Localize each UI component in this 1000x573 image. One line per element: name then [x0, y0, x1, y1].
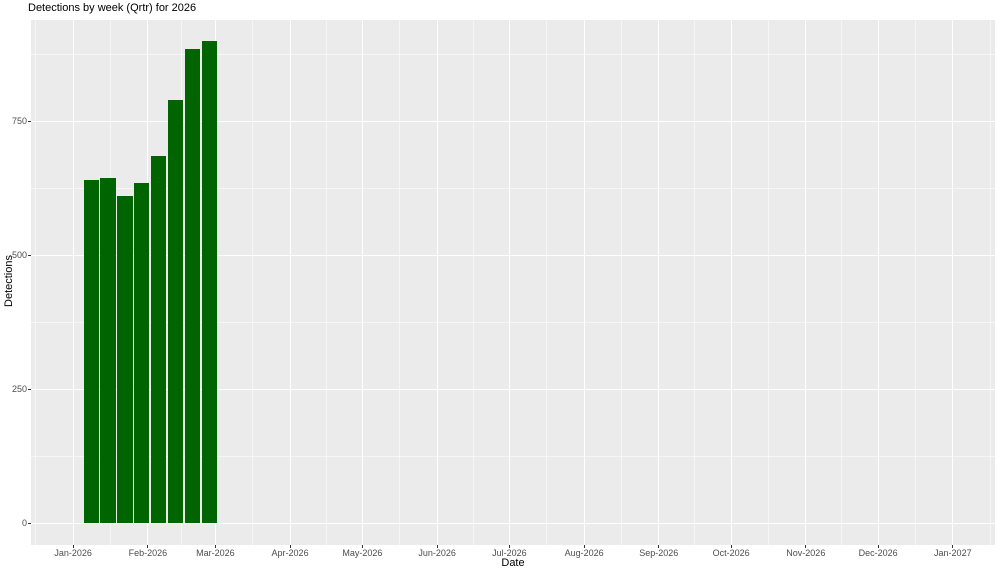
- x-tick-label: Jun-2026: [418, 548, 456, 558]
- major-gridline-x: [289, 20, 291, 545]
- x-tick-label: Mar-2026: [196, 548, 235, 558]
- bar-week-2026-02-23: [201, 40, 217, 524]
- x-tick-label: Apr-2026: [271, 548, 309, 558]
- minor-gridline-x: [399, 20, 401, 545]
- major-gridline-y: [31, 120, 995, 122]
- y-tick-label: 500: [11, 250, 27, 261]
- x-tick-label: Sep-2026: [639, 548, 679, 558]
- minor-gridline-x: [35, 20, 37, 545]
- x-tick-mark: [214, 545, 216, 548]
- y-tick-mark: [28, 388, 31, 390]
- x-tick-mark: [147, 545, 149, 548]
- x-tick-mark: [877, 545, 879, 548]
- minor-gridline-x: [325, 20, 327, 545]
- x-tick-mark: [952, 545, 954, 548]
- y-tick-mark: [28, 120, 31, 122]
- minor-gridline-x: [252, 20, 254, 545]
- x-tick-mark: [436, 545, 438, 548]
- minor-gridline-x: [989, 20, 991, 545]
- x-tick-mark: [361, 545, 363, 548]
- minor-gridline-x: [472, 20, 474, 545]
- x-tick-mark: [658, 545, 660, 548]
- major-gridline-x: [436, 20, 438, 545]
- minor-gridline-x: [767, 20, 769, 545]
- major-gridline-x: [805, 20, 807, 545]
- major-gridline-x: [730, 20, 732, 545]
- minor-gridline-x: [546, 20, 548, 545]
- major-gridline-x: [361, 20, 363, 545]
- x-tick-label: Jan-2027: [934, 548, 972, 558]
- minor-gridline-x: [694, 20, 696, 545]
- x-tick-mark: [72, 545, 74, 548]
- x-tick-label: Dec-2026: [858, 548, 898, 558]
- x-axis-title: Date: [501, 557, 525, 569]
- x-tick-mark: [289, 545, 291, 548]
- major-gridline-y: [31, 522, 995, 524]
- x-tick-mark: [583, 545, 585, 548]
- y-tick-mark: [28, 522, 31, 524]
- minor-gridline-y: [31, 321, 995, 323]
- x-tick-label: May-2026: [342, 548, 383, 558]
- x-tick-label: Jan-2026: [54, 548, 92, 558]
- major-gridline-y: [31, 388, 995, 390]
- y-tick-label: 750: [11, 116, 27, 127]
- y-axis-title: Detections: [3, 255, 15, 307]
- x-tick-mark: [730, 545, 732, 548]
- major-gridline-x: [952, 20, 954, 545]
- bar-week-2026-02-16: [184, 48, 201, 524]
- minor-gridline-y: [31, 53, 995, 55]
- y-tick-label: 250: [11, 384, 27, 395]
- chart-title: Detections by week (Qrtr) for 2026: [28, 2, 197, 14]
- major-gridline-x: [583, 20, 585, 545]
- bar-week-2026-01-19: [117, 196, 133, 524]
- y-tick-label: 0: [21, 518, 27, 529]
- bar-week-2026-01-26: [134, 182, 150, 524]
- bar-week-2026-01-12: [100, 177, 116, 524]
- major-gridline-x: [508, 20, 510, 545]
- major-gridline-x: [877, 20, 879, 545]
- minor-gridline-x: [620, 20, 622, 545]
- x-tick-label: Jul-2026: [492, 548, 527, 558]
- major-gridline-x: [72, 20, 74, 545]
- bar-week-2026-02-09: [167, 99, 184, 524]
- x-tick-label: Oct-2026: [712, 548, 750, 558]
- minor-gridline-x: [841, 20, 843, 545]
- major-gridline-y: [31, 254, 995, 256]
- minor-gridline-x: [914, 20, 916, 545]
- bar-week-2026-02-02: [151, 156, 167, 524]
- x-tick-label: Feb-2026: [128, 548, 168, 558]
- x-tick-label: Nov-2026: [786, 548, 826, 558]
- major-gridline-x: [658, 20, 660, 545]
- y-tick-mark: [28, 254, 31, 256]
- bar-week-2026-01-05: [83, 180, 99, 524]
- x-tick-mark: [805, 545, 807, 548]
- minor-gridline-y: [31, 455, 995, 457]
- x-tick-mark: [508, 545, 510, 548]
- plot-panel: [31, 20, 995, 545]
- x-tick-label: Aug-2026: [564, 548, 604, 558]
- minor-gridline-y: [31, 187, 995, 189]
